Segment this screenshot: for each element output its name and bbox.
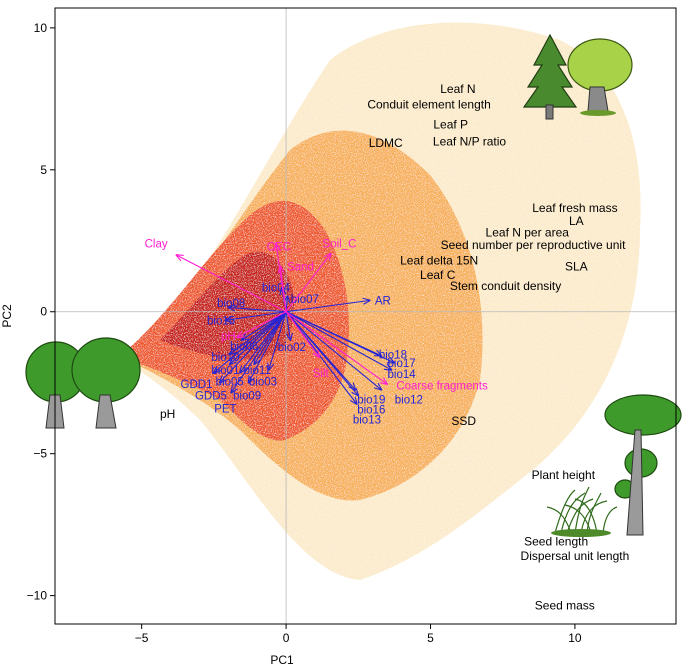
soil-vectors: Clay CEC Soil_C Sand pH Silt Coarse fragments: [145, 239, 488, 393]
climate-vector-arrow: [285, 311, 394, 363]
climate-vector-label: bio14: [388, 369, 417, 381]
climate-vector-arrow: [228, 307, 287, 313]
soil-vector-label: pH: [221, 331, 236, 343]
climate-vector-arrow: [286, 296, 287, 312]
trait-label: Seed number per reproductive unit: [441, 238, 626, 252]
x-tick-label: 5: [427, 631, 434, 645]
plot-frame: [54, 7, 677, 625]
soil-vector-label: Coarse fragments: [396, 381, 488, 393]
x-axis-label: PC1: [270, 653, 294, 667]
climate-vector-arrow: [285, 311, 391, 370]
soil-vector-arrow: [285, 254, 331, 313]
broadleaf-pair-icon: [25, 337, 141, 429]
climate-vector-arrow: [230, 311, 287, 365]
climate-vector-label: bio11: [244, 365, 271, 377]
x-axis: −5 0 5 10: [135, 624, 582, 645]
climate-vector-arrow: [225, 311, 287, 321]
climate-vector-arrow: [285, 311, 381, 390]
climate-vector-label: PET: [214, 403, 236, 415]
trait-label: LA: [569, 214, 584, 228]
climate-vector-arrow: [285, 311, 290, 340]
climate-vector-label: bio15: [207, 315, 235, 327]
climate-vector-label: AR: [375, 295, 391, 307]
x-tick-label: 0: [283, 631, 290, 645]
climate-vector-arrow: [241, 311, 287, 340]
trait-label: Conduit element length: [367, 98, 490, 112]
climate-vector-arrow: [285, 300, 370, 313]
climate-vector-label: bio13: [353, 415, 381, 427]
climate-vector-arrow: [214, 311, 287, 373]
tree-illustrations: [25, 33, 682, 537]
climate-vector-arrow: [285, 311, 358, 396]
climate-vector-arrow: [249, 311, 287, 383]
trait-label: Stem conduit density: [450, 279, 561, 293]
y-tick-label: −5: [33, 447, 47, 461]
trait-label: Leaf N per area: [486, 225, 570, 239]
y-axis: −10 −5 0 5 10: [27, 21, 55, 603]
trait-label: Seed mass: [535, 599, 595, 613]
climate-vector-label: bio04: [262, 283, 291, 295]
trait-label: Leaf P: [433, 117, 468, 131]
soil-vector-arrow: [285, 311, 387, 384]
trait-label: Leaf C: [420, 268, 456, 282]
climate-vector-label: GDD5: [195, 390, 227, 402]
x-tick-label: 10: [568, 631, 582, 645]
trait-label: Leaf N/P ratio: [433, 134, 506, 148]
soil-vector-label: Clay: [145, 239, 168, 251]
soil-vector-label: Soil_C: [323, 239, 357, 251]
y-tick-label: 0: [40, 305, 47, 319]
trait-label: LDMC: [369, 136, 403, 150]
climate-vector-label: bio12: [395, 395, 423, 407]
trait-label: SLA: [565, 259, 588, 273]
soil-vector-label: Sand: [287, 261, 314, 273]
tall-tree-grass-icon: [546, 394, 682, 537]
climate-vector-arrow: [269, 311, 287, 370]
soil-vector-arrow: [176, 255, 287, 313]
trait-label: Seed length: [524, 535, 588, 549]
x-tick-label: −5: [135, 631, 149, 645]
y-tick-label: 10: [34, 21, 48, 35]
climate-vector-arrow: [231, 311, 287, 393]
climate-vector-arrow: [220, 311, 287, 383]
trait-label: Leaf fresh mass: [532, 201, 617, 215]
trait-label: Plant height: [532, 468, 596, 482]
climate-vector-label: bio08: [217, 298, 245, 310]
soil-vector-arrow: [237, 311, 287, 338]
climate-vector-label: bio16: [357, 405, 385, 417]
climate-vector-label: GDD1: [181, 379, 213, 391]
climate-vector-label: bio09: [233, 390, 261, 402]
y-axis-label: PC2: [0, 304, 14, 328]
climate-vector-label: bio02: [278, 342, 306, 354]
trait-label: SSD: [451, 414, 476, 428]
climate-vector-label: bio19: [357, 395, 385, 407]
climate-vector-label: bio03: [249, 376, 277, 388]
trait-label: Leaf N: [440, 82, 475, 96]
soil-vector-label: Silt: [313, 368, 330, 380]
soil-vector-arrow: [285, 311, 319, 357]
climate-vector-arrow: [230, 311, 287, 355]
climate-vector-arrow: [240, 311, 287, 373]
y-tick-label: 5: [40, 163, 47, 177]
trait-labels: Leaf N Conduit element length Leaf P Leaf N…: [160, 82, 629, 613]
trait-label: pH: [160, 407, 175, 421]
climate-vectors: bio04bio07ARbio08bio15bio06bio02bio10bio…: [181, 283, 423, 427]
trait-label: Dispersal unit length: [521, 549, 630, 563]
soil-vector-label: CEC: [267, 241, 291, 253]
climate-vector-label: bio17: [388, 358, 416, 370]
y-tick-label: −10: [27, 589, 48, 603]
origin-lines: [55, 8, 676, 624]
trait-label: Leaf delta 15N: [400, 254, 478, 268]
soil-vector-arrow: [280, 266, 287, 312]
conifer-broadleaf-icon: [522, 33, 633, 120]
